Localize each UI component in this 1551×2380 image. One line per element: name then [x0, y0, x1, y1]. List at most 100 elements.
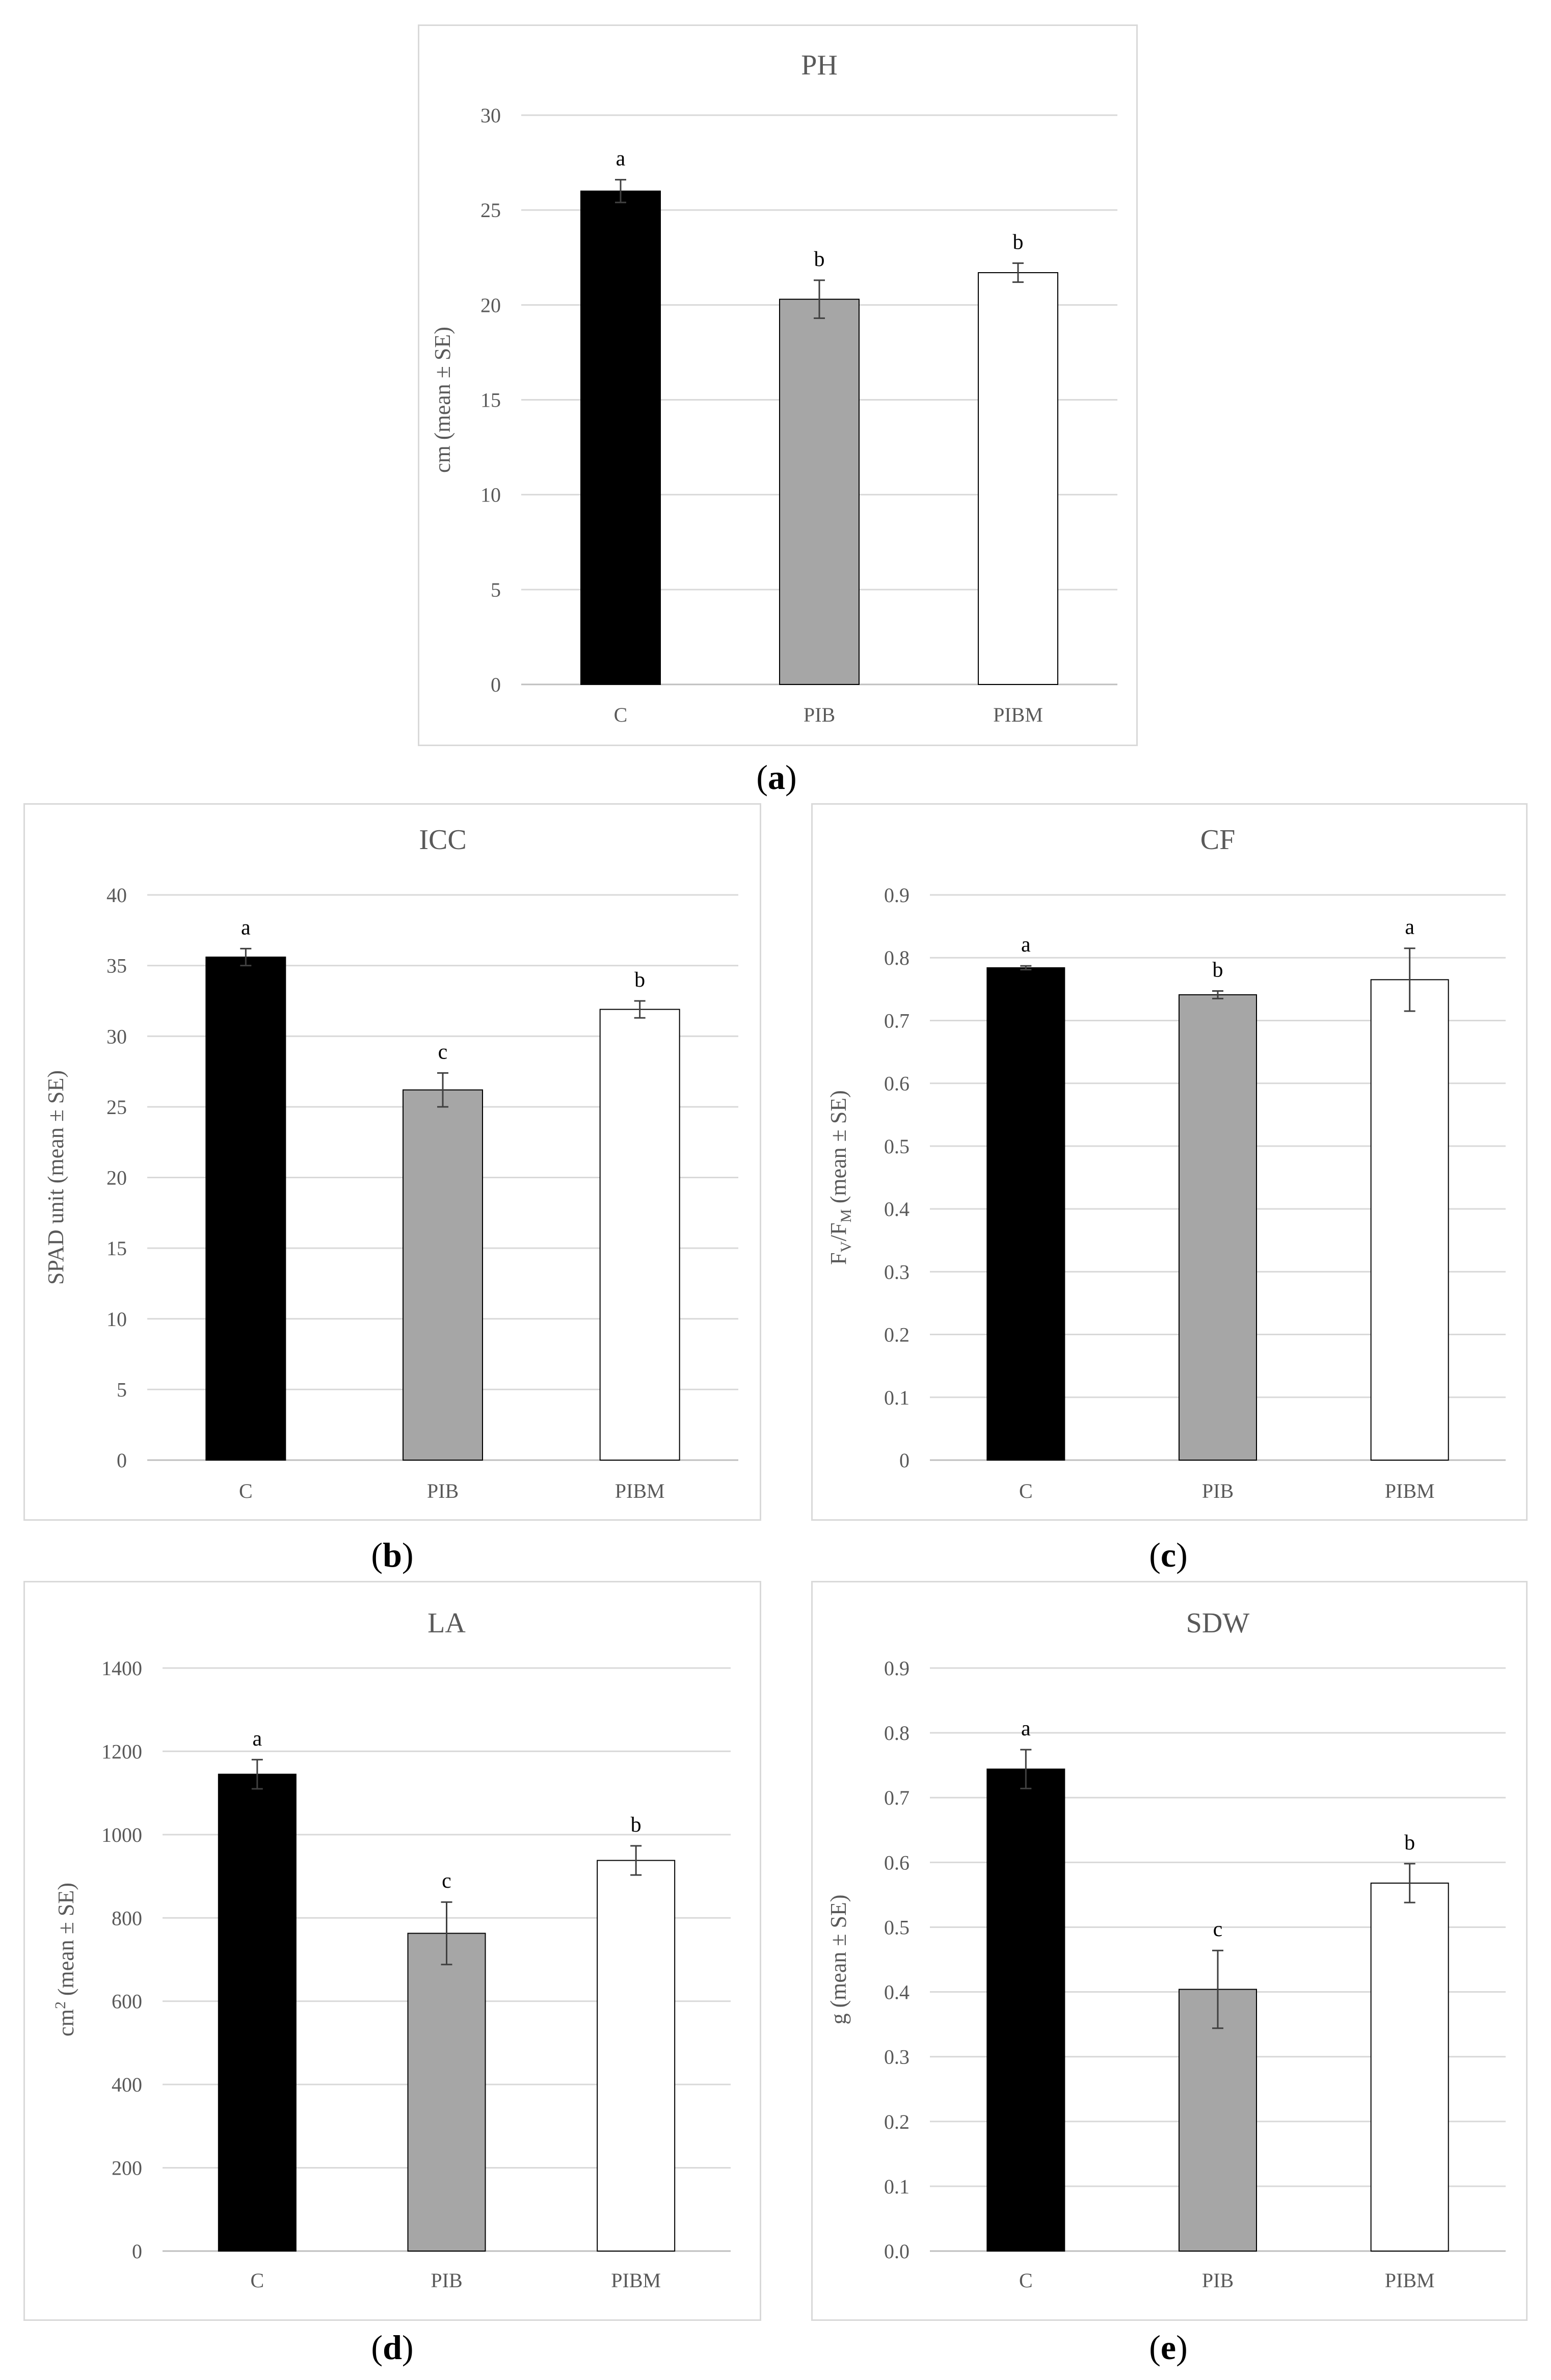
y-axis-label-part: M [838, 1209, 854, 1223]
bar-pib [407, 1933, 486, 2252]
y-tick-label: 0.9 [884, 1657, 910, 1680]
y-tick-label: 1000 [101, 1823, 142, 1846]
y-axis-label-part: V [838, 1241, 854, 1252]
y-tick-label: 0.7 [884, 1009, 910, 1032]
y-axis-label: SPAD unit (mean ± SE) [43, 1070, 68, 1285]
y-tick-label: 25 [106, 1096, 127, 1119]
bar-c [986, 967, 1065, 1461]
y-tick-label: 20 [480, 294, 501, 316]
chart-panel-d: LA 0 200 400 600 800 1000 1200 1400 cm2 (mean ± S… [23, 1581, 761, 2321]
y-tick-label: 25 [480, 199, 501, 222]
bar-pibm [597, 1860, 676, 2252]
y-tick-label: 1400 [101, 1657, 142, 1680]
x-category-label: PIB [804, 703, 835, 726]
y-tick-label: 15 [106, 1237, 127, 1260]
chart-svg-d: LA 0 200 400 600 800 1000 1200 1400 cm2 (mean ± S… [52, 1607, 731, 2292]
x-category-label: C [1019, 2269, 1033, 2292]
y-tick-label: 0.2 [884, 1324, 910, 1346]
y-tick-label: 0.1 [884, 1386, 910, 1409]
bar-pib [403, 1089, 483, 1461]
y-tick-label: 5 [491, 578, 501, 601]
chart-panel-b: ICC 0 5 10 15 20 25 30 35 40 SPAD unit (mean ± SE)… [23, 803, 761, 1521]
x-category-label: PIB [427, 1479, 459, 1502]
chart-title: LA [427, 1607, 466, 1639]
significance-letter: b [1013, 230, 1024, 254]
y-tick-label: 35 [106, 955, 127, 977]
y-tick-label: 20 [106, 1167, 127, 1189]
y-axis-label-part: F [826, 1252, 851, 1264]
y-axis-label-part: cm [54, 2009, 78, 2037]
significance-letter: c [438, 1040, 448, 1064]
significance-letter: a [616, 147, 626, 171]
y-tick-label: 0.6 [884, 1072, 910, 1095]
bar-c [986, 1768, 1065, 2252]
chart-title: PH [801, 49, 838, 81]
y-axis-label: g (mean ± SE) [826, 1894, 851, 2024]
y-axis-label: cm2 (mean ± SE) [52, 1883, 78, 2037]
y-tick-label: 40 [106, 884, 127, 907]
y-tick-label: 30 [106, 1025, 127, 1048]
y-tick-label: 0.5 [884, 1916, 910, 1939]
significance-letter: a [253, 1727, 262, 1751]
x-category-label: PIBM [615, 1479, 665, 1502]
y-tick-label: 0.6 [884, 1851, 910, 1874]
y-tick-label: 10 [106, 1308, 127, 1331]
x-category-label: PIB [431, 2269, 462, 2292]
caption-c: (c) [1149, 1536, 1188, 1574]
significance-letter: b [814, 248, 825, 271]
bar-pib [779, 299, 860, 685]
chart-title: SDW [1186, 1607, 1250, 1639]
y-tick-label: 0.5 [884, 1135, 910, 1158]
y-tick-label: 0.3 [884, 1260, 910, 1283]
y-tick-label: 0.4 [884, 1198, 910, 1221]
x-category-label: C [250, 2269, 264, 2292]
y-tick-label: 30 [480, 104, 501, 127]
chart-title: ICC [419, 824, 466, 856]
significance-letter: a [241, 916, 251, 939]
y-tick-label: 0.2 [884, 2110, 910, 2133]
bar-c [205, 956, 286, 1461]
y-tick-label: 0.7 [884, 1786, 910, 1809]
x-category-label: C [1019, 1479, 1033, 1502]
caption-a: (a) [756, 758, 797, 797]
bar-c [580, 190, 661, 685]
y-axis-label-part: 2 [52, 2001, 69, 2009]
significance-letter: a [1021, 1717, 1031, 1740]
significance-letter: c [442, 1869, 451, 1893]
y-tick-label: 0.8 [884, 946, 910, 969]
y-tick-label: 0.1 [884, 2175, 910, 2198]
x-category-label: PIBM [611, 2269, 661, 2292]
bar-pibm [1370, 1883, 1449, 2252]
bar-pib [1179, 994, 1257, 1461]
x-category-label: PIB [1202, 2269, 1234, 2292]
chart-panel-e: SDW 0.0 0.1 0.2 0.3 0.4 0.5 0.6 0.7 0.8 0.9 g (mean… [811, 1581, 1528, 2321]
x-category-label: C [614, 703, 628, 726]
chart-svg-e: SDW 0.0 0.1 0.2 0.3 0.4 0.5 0.6 0.7 0.8 0.9 g (mean… [826, 1607, 1506, 2292]
y-tick-label: 0 [132, 2240, 142, 2263]
significance-letter: b [1213, 959, 1223, 982]
y-tick-label: 5 [117, 1378, 127, 1401]
y-tick-label: 600 [112, 1990, 142, 2013]
x-category-label: PIBM [993, 703, 1043, 726]
y-tick-label: 0.8 [884, 1722, 910, 1744]
x-category-label: PIB [1202, 1479, 1234, 1502]
y-tick-label: 1200 [101, 1740, 142, 1763]
x-category-label: PIBM [1385, 2269, 1435, 2292]
x-category-label: PIBM [1385, 1479, 1435, 1502]
significance-letter: b [634, 968, 645, 992]
significance-letter: c [1213, 1918, 1223, 1941]
y-tick-label: 0.9 [884, 884, 910, 907]
y-tick-label: 200 [112, 2157, 142, 2180]
y-tick-label: 0 [491, 673, 501, 696]
bar-pibm [599, 1009, 680, 1461]
y-tick-label: 0 [899, 1449, 910, 1472]
y-axis-label: FV/FM (mean ± SE) [826, 1090, 854, 1265]
y-tick-label: 0.4 [884, 1981, 910, 2004]
chart-title: CF [1200, 824, 1236, 856]
y-tick-label: 10 [480, 484, 501, 507]
caption-b: (b) [371, 1536, 414, 1574]
y-tick-label: 15 [480, 389, 501, 412]
significance-letter: b [631, 1813, 641, 1837]
caption-d: (d) [371, 2328, 414, 2367]
